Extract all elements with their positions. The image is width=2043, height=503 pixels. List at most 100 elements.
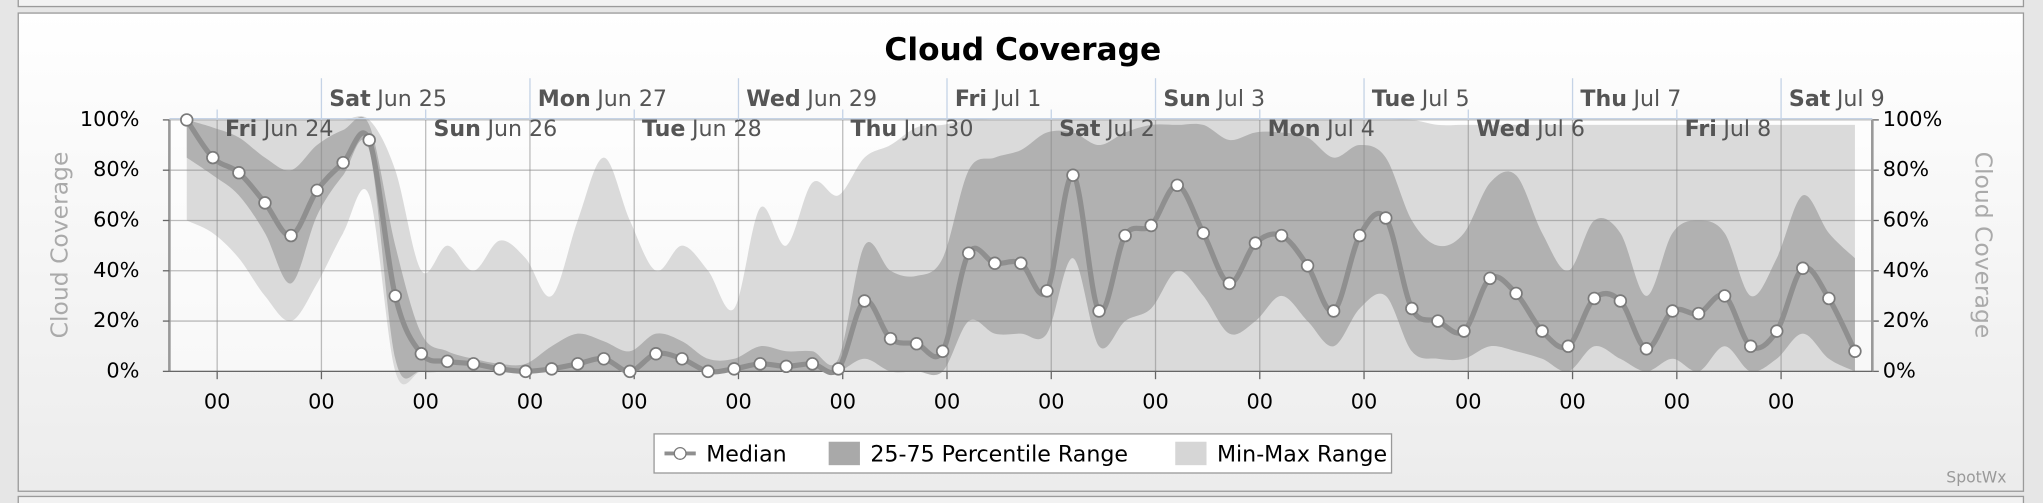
median-point <box>701 364 715 379</box>
day-label: Fri Jul 8 <box>1685 116 1772 142</box>
day-label: Tue Jun 28 <box>642 116 762 142</box>
legend-swatch <box>673 446 687 460</box>
median-point <box>831 362 846 376</box>
date: Jun 28 <box>690 116 762 142</box>
median-point <box>1743 339 1758 353</box>
x-tick-label: 00 <box>412 390 439 414</box>
watermark: SpotWx <box>1946 468 2006 487</box>
day-label: Mon Jul 4 <box>1268 116 1375 142</box>
x-tick-label: 00 <box>517 390 544 414</box>
median-point <box>388 289 402 303</box>
median-point <box>492 362 507 376</box>
date: Jun 30 <box>902 116 974 142</box>
median-point <box>1691 306 1706 321</box>
y2-tick-label: 0% <box>1883 358 1916 382</box>
median-point <box>440 354 455 369</box>
legend-swatch <box>1175 441 1207 466</box>
y-tick-label: 60% <box>93 207 139 231</box>
date: Jun 25 <box>375 86 447 112</box>
median-point <box>1326 304 1341 318</box>
median-point <box>1770 324 1784 338</box>
x-tick-label: 00 <box>1768 390 1795 414</box>
median-point <box>310 183 324 198</box>
date: Jul 3 <box>1215 86 1265 112</box>
median-point <box>336 155 350 170</box>
weekday: Thu <box>851 116 898 142</box>
range-band <box>186 116 1855 379</box>
date: Jun 24 <box>262 116 334 142</box>
day-label: Tue Jul 5 <box>1372 86 1470 112</box>
median-point <box>258 196 272 210</box>
median-point <box>1561 339 1575 353</box>
median-point <box>466 357 481 371</box>
legend-label: Min-Max Range <box>1217 441 1387 467</box>
date: Jul 8 <box>1721 116 1771 142</box>
weekday: Fri <box>1685 116 1717 142</box>
x-tick-label: 00 <box>829 390 856 414</box>
median-point <box>1300 259 1315 273</box>
date: Jul 9 <box>1835 86 1885 112</box>
date: Jul 6 <box>1535 116 1585 142</box>
y-tick-label: 40% <box>93 258 139 282</box>
date: Jul 2 <box>1105 116 1155 142</box>
day-label: Fri Jun 24 <box>225 116 333 142</box>
date: Jun 29 <box>805 86 877 112</box>
median-point <box>206 150 220 165</box>
median-point <box>1014 256 1028 270</box>
previous-panel <box>17 0 2025 8</box>
median-point <box>1379 211 1393 225</box>
y-tick-label: 80% <box>93 157 139 181</box>
median-point <box>1717 289 1732 303</box>
median-point <box>597 352 611 366</box>
day-label: Wed Jul 6 <box>1476 116 1585 142</box>
median-point <box>232 166 246 180</box>
x-tick-label: 00 <box>725 390 752 414</box>
x-tick-label: 00 <box>934 390 961 414</box>
day-label: Sat Jul 2 <box>1059 116 1155 142</box>
weekday: Fri <box>225 116 257 142</box>
legend-label: Median <box>706 441 786 467</box>
weekday: Sat <box>329 86 371 112</box>
median-point <box>1144 218 1158 233</box>
x-tick-label: 00 <box>1559 390 1586 414</box>
day-label: Fri Jul 1 <box>955 86 1042 112</box>
weekday: Wed <box>1476 116 1530 142</box>
legend-box <box>653 433 1393 474</box>
day-label: Thu Jul 7 <box>1580 86 1681 112</box>
weekday: Sat <box>1059 116 1101 142</box>
median-point <box>1352 228 1367 243</box>
y2-tick-label: 80% <box>1883 157 1929 181</box>
day-label: Thu Jun 30 <box>851 116 974 142</box>
y2-tick-label: 100% <box>1883 107 1943 131</box>
legend-swatch <box>828 441 860 466</box>
median-point <box>1848 344 1862 358</box>
y2-tick-label: 60% <box>1883 207 1929 231</box>
y-tick-label: 0% <box>106 358 139 382</box>
y-tick-label: 100% <box>80 107 140 131</box>
day-label: Sat Jul 9 <box>1789 86 1885 112</box>
median-point <box>623 364 637 379</box>
median-point <box>935 344 950 358</box>
median-point <box>649 347 663 361</box>
weekday: Mon <box>1268 116 1321 142</box>
median-point <box>1222 276 1237 291</box>
date: Jul 7 <box>1632 86 1682 112</box>
date: Jul 1 <box>992 86 1042 112</box>
median-point <box>727 362 741 376</box>
median-point <box>1613 294 1628 308</box>
median-point <box>1535 324 1549 338</box>
median-point <box>518 364 533 379</box>
x-tick-label: 00 <box>204 390 231 414</box>
median-point <box>1092 304 1106 318</box>
median-point <box>883 331 898 346</box>
weekday: Thu <box>1580 86 1627 112</box>
median-point <box>1066 168 1080 182</box>
chart-title: Cloud Coverage <box>884 32 1161 68</box>
day-label: Sun Jun 26 <box>434 116 558 142</box>
median-point <box>1457 324 1471 338</box>
x-tick-label: 00 <box>1455 390 1482 414</box>
weekday: Sun <box>434 116 481 142</box>
x-tick-label: 00 <box>1247 390 1274 414</box>
weekday: Wed <box>746 86 800 112</box>
